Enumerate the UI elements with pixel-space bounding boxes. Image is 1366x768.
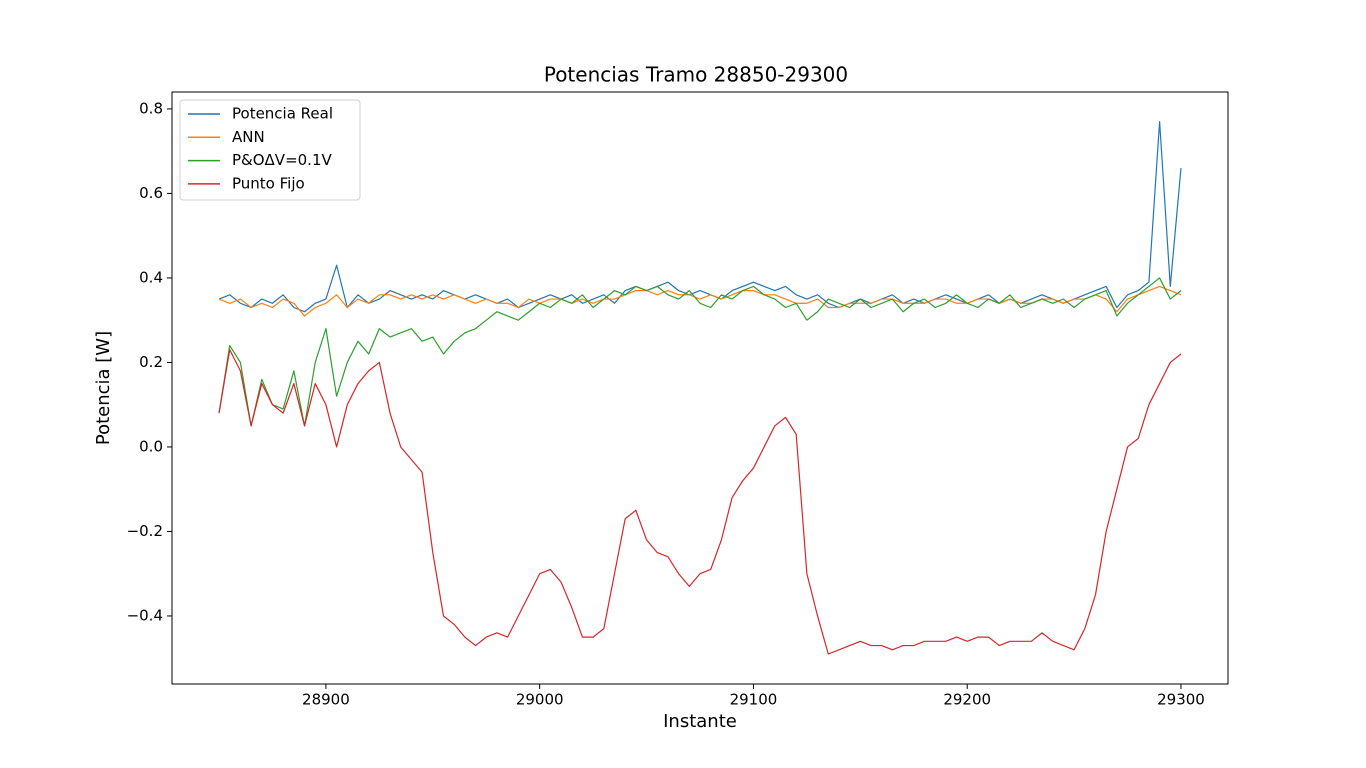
x-tick-label: 29200 (943, 691, 991, 709)
y-axis-label: Potencia [W] (93, 331, 114, 445)
series-line (218, 349, 1182, 655)
chart-title: Potencias Tramo 28850-29300 (544, 63, 848, 87)
y-tick-label: 0.8 (139, 99, 163, 117)
y-tick-label: −0.2 (127, 522, 163, 540)
x-axis-label: Instante (663, 711, 737, 732)
y-tick-label: 0.6 (139, 184, 163, 202)
legend-box (179, 99, 361, 201)
legend-label: P&OΔV=0.1V (232, 151, 332, 169)
y-tick-label: 0.2 (139, 353, 163, 371)
legend-label: ANN (232, 128, 265, 146)
x-tick-label: 29000 (516, 691, 564, 709)
x-tick-label: 29100 (730, 691, 778, 709)
x-tick-label: 29300 (1157, 691, 1205, 709)
series-line (218, 277, 1182, 427)
y-tick-label: −0.4 (127, 606, 163, 624)
legend-label: Punto Fijo (232, 174, 305, 192)
plot-frame (171, 91, 1229, 685)
y-tick-label: 0.4 (139, 268, 163, 286)
legend-label: Potencia Real (232, 105, 333, 123)
x-tick-label: 28900 (302, 691, 350, 709)
y-tick-label: 0.0 (139, 437, 163, 455)
series-line (218, 285, 1182, 317)
